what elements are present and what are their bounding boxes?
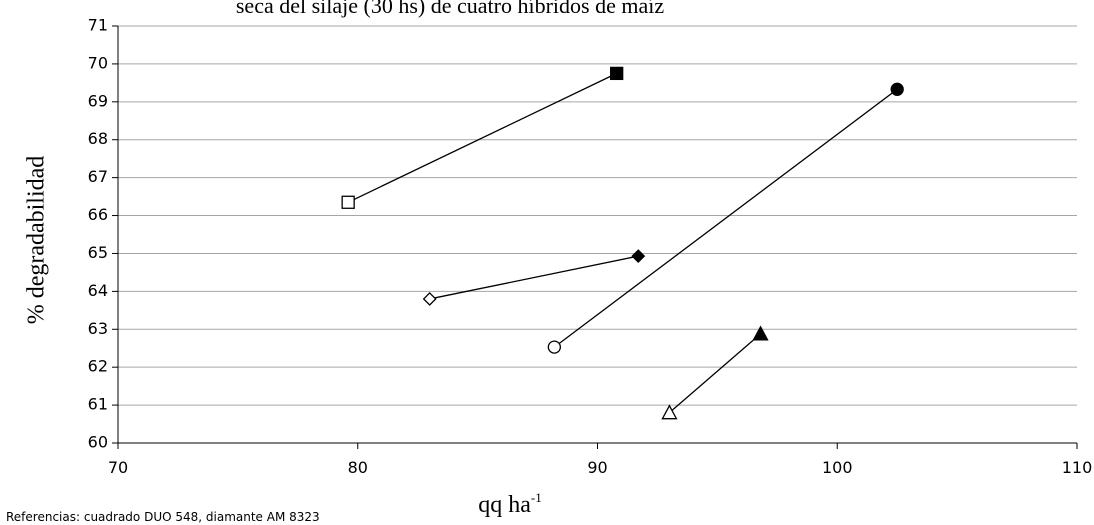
x-tick-label: 110 [1062, 458, 1093, 477]
references-note: Referencias: cuadrado DUO 548, diamante … [6, 510, 320, 524]
y-tick-label: 67 [88, 167, 108, 186]
y-tick-label: 70 [88, 53, 108, 72]
y-tick-label: 66 [88, 205, 108, 224]
series-square [341, 66, 624, 209]
filled-triangle-point [752, 325, 769, 341]
x-axis-label-text: qq ha [478, 492, 531, 518]
y-tick-label: 61 [88, 395, 108, 414]
open-triangle-point [661, 404, 678, 420]
y-tick-label: 65 [88, 243, 108, 262]
x-tick-label: 80 [348, 458, 368, 477]
y-tick-label: 62 [88, 357, 108, 376]
y-tick-label: 71 [88, 16, 108, 35]
series-diamond [422, 249, 646, 306]
y-tick-label: 69 [88, 91, 108, 110]
x-tick-label: 100 [822, 458, 853, 477]
open-circle-point [547, 340, 561, 354]
series-triangle [661, 325, 769, 420]
y-tick-label: 60 [88, 433, 108, 452]
x-axis-label-superscript: -1 [531, 490, 542, 505]
x-tick-labels: 70 80 90 100 110 [108, 458, 1092, 477]
x-axis-label: qq ha-1 [478, 490, 542, 518]
series-line [347, 72, 617, 203]
filled-diamond-point [631, 249, 646, 264]
x-tick-label: 70 [108, 458, 128, 477]
y-tick-label: 68 [88, 129, 108, 148]
series-circle [547, 82, 904, 354]
x-tick-label: 90 [587, 458, 607, 477]
series-line [429, 255, 639, 300]
axes [112, 25, 1078, 449]
y-tick-labels: 60 61 62 63 64 65 66 67 68 69 70 71 [88, 16, 108, 452]
open-diamond-point [422, 292, 437, 306]
y-tick-label: 63 [88, 319, 108, 338]
series-line [553, 88, 898, 348]
series-line [668, 333, 761, 414]
y-tick-label: 64 [88, 281, 108, 300]
filled-square-point [610, 66, 624, 81]
data-series [341, 66, 904, 420]
y-axis-label: % degradabilidad [24, 156, 50, 325]
gridlines [118, 25, 1077, 406]
open-square-point [341, 195, 355, 209]
chart-title: seca del silaje (30 hs) de cuatro híbrid… [236, 0, 664, 18]
filled-circle-point [890, 82, 904, 96]
